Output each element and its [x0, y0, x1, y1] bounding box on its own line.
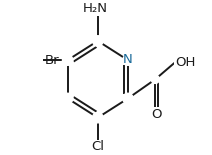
Text: O: O [151, 108, 162, 121]
Circle shape [151, 75, 159, 83]
Text: OH: OH [175, 56, 195, 69]
Circle shape [123, 55, 133, 65]
Circle shape [63, 55, 73, 65]
Circle shape [63, 93, 73, 104]
Text: N: N [123, 53, 133, 66]
Circle shape [93, 112, 103, 123]
Circle shape [123, 93, 133, 104]
Circle shape [93, 36, 103, 46]
Text: Br: Br [44, 54, 59, 67]
Text: H₂N: H₂N [82, 2, 107, 15]
Text: Cl: Cl [91, 140, 104, 153]
